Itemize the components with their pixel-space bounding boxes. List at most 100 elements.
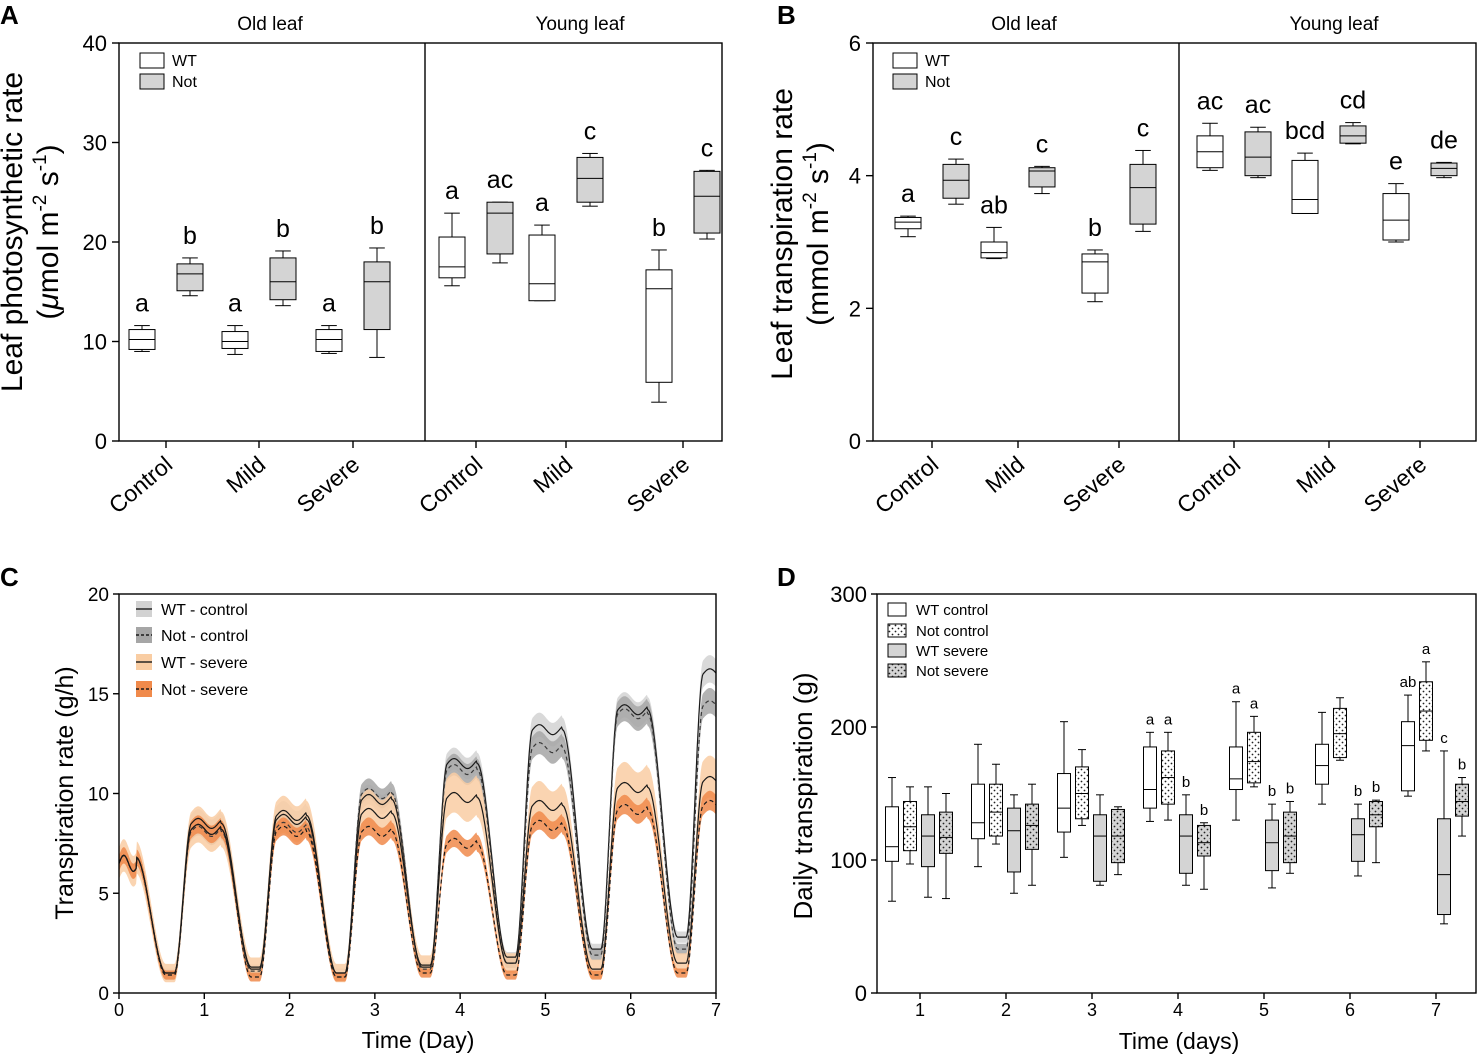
- box-not-severe: [1025, 783, 1039, 886]
- significance-letter: a: [535, 189, 549, 217]
- box-wt: a: [221, 290, 249, 355]
- box-wt: a: [894, 180, 922, 238]
- box-not-severe: [939, 793, 953, 900]
- line-not-severe: [118, 799, 717, 978]
- panel-b-group-old: Old leaf: [991, 14, 1057, 35]
- box-wt: bcd: [1285, 117, 1325, 214]
- line-not-control: [118, 700, 717, 978]
- panel-d-legend: WT control Not control WT severe Not sev…: [887, 602, 989, 680]
- x-tick-label: Mild: [528, 451, 577, 498]
- significance-letter: a: [135, 290, 149, 318]
- legend-label-not-severe: Not - severe: [161, 682, 248, 699]
- x-tick-label: Severe: [1058, 451, 1131, 518]
- x-tick-label: 3: [1087, 1000, 1097, 1020]
- significance-letter: b: [1182, 774, 1190, 791]
- panel-a-chart: Leaf photosynthetic rate (μmol m-2 s-1) …: [0, 14, 723, 518]
- panel-b-group-young: Young leaf: [1289, 14, 1379, 35]
- box-iqr: [1247, 731, 1261, 784]
- significance-letter: b: [370, 212, 384, 240]
- legend-label-not-control: Not - control: [161, 628, 248, 645]
- significance-letter: b: [1088, 214, 1102, 242]
- x-tick-label: 4: [1173, 1000, 1183, 1020]
- band-not-severe: [119, 790, 716, 982]
- box-iqr: [1401, 721, 1415, 792]
- box-iqr: [1007, 807, 1021, 873]
- panel-d-xlabel: Time (days): [1119, 1028, 1240, 1054]
- box-not: b: [269, 215, 297, 307]
- panel-b-ylabel-line1: Leaf transpiration rate: [766, 88, 799, 380]
- significance-letter: b: [183, 222, 197, 250]
- y-tick-label: 40: [83, 31, 107, 56]
- legend-label-not: Not: [172, 74, 197, 91]
- significance-letter: bcd: [1285, 117, 1325, 145]
- box-iqr: [486, 201, 514, 255]
- box-iqr: [1291, 159, 1319, 214]
- legend-swatch-wt: [139, 52, 165, 69]
- box-wt-control: [1315, 711, 1329, 805]
- box-iqr: [939, 811, 953, 854]
- box-wt-severe: c: [1437, 730, 1451, 925]
- panel-c-chart: Transpiration rate (g/h) Time (Day) 0510…: [51, 585, 721, 1053]
- box-wt-severe: b: [1351, 783, 1365, 877]
- box-wt: b: [645, 214, 673, 403]
- significance-letter: c: [1440, 730, 1448, 747]
- box-wt: ab: [980, 191, 1008, 260]
- panel-a-group-old: Old leaf: [237, 14, 303, 35]
- box-not-control: [903, 786, 917, 865]
- box-iqr: [921, 814, 935, 868]
- box-iqr: [438, 236, 466, 279]
- panel-d-ylabel: Daily transpiration (g): [788, 672, 818, 919]
- legend-label-wt: WT: [172, 53, 197, 70]
- significance-letter: c: [1036, 130, 1049, 158]
- box-iqr: [1437, 818, 1451, 916]
- y-tick-label: 300: [830, 582, 867, 607]
- box-wt-severe: [921, 786, 935, 898]
- x-tick-label: 3: [370, 1000, 380, 1020]
- significance-letter: c: [584, 117, 597, 145]
- x-tick-label: 0: [114, 1000, 124, 1020]
- box-not: cd: [1339, 87, 1367, 145]
- legend-swatch-not-control: [887, 623, 907, 638]
- panel-d-chart: Daily transpiration (g) Time (days) WT c…: [788, 582, 1477, 1054]
- x-tick-label: Mild: [221, 451, 270, 498]
- significance-letter: c: [950, 123, 963, 151]
- box-not-severe: b: [1455, 757, 1469, 837]
- plot-frame: [876, 593, 1477, 994]
- box-not-control: [989, 763, 1003, 845]
- box-not: ac: [486, 166, 514, 264]
- y-tick-label: 200: [830, 715, 867, 740]
- panel-a-ylabel: Leaf photosynthetic rate (μmol m-2 s-1): [0, 72, 65, 392]
- box-iqr: [576, 156, 604, 203]
- legend-swatch-wt-control: [887, 602, 907, 617]
- significance-letter: b: [1458, 757, 1466, 774]
- box-iqr: [221, 331, 249, 349]
- box-iqr: [1351, 818, 1365, 862]
- box-iqr: [528, 234, 556, 302]
- box-wt: b: [1081, 214, 1109, 303]
- box-iqr: [1093, 814, 1107, 882]
- box-iqr: [1129, 163, 1157, 225]
- y-tick-label: 5: [98, 884, 109, 905]
- y-tick-label: 0: [855, 981, 867, 1006]
- panel-b-ylabel: Leaf transpiration rate (mmol m-2 s-1): [766, 88, 835, 380]
- significance-letter: b: [1372, 779, 1380, 796]
- y-tick-label: 100: [830, 848, 867, 873]
- significance-letter: ac: [1197, 87, 1223, 115]
- legend-label-not-control: Not control: [916, 623, 989, 640]
- significance-letter: cd: [1340, 87, 1366, 115]
- legend-label-wt-severe: WT - severe: [161, 655, 248, 672]
- panel-letter-c: C: [0, 562, 19, 592]
- significance-letter: ab: [1400, 674, 1417, 691]
- legend-label-wt-control: WT - control: [161, 602, 248, 619]
- panel-b-ylabel-line2: (mmol m-2 s-1): [800, 142, 835, 326]
- box-iqr: [1283, 811, 1297, 864]
- box-wt-control: [1057, 721, 1071, 858]
- x-tick-label: Severe: [1359, 451, 1432, 518]
- box-wt-control: [885, 777, 899, 902]
- box-iqr: [885, 806, 899, 862]
- significance-letter: b: [1268, 783, 1276, 800]
- box-not: ac: [1244, 91, 1272, 179]
- legend-swatch-not: [139, 73, 165, 90]
- x-tick-label: 5: [540, 1000, 550, 1020]
